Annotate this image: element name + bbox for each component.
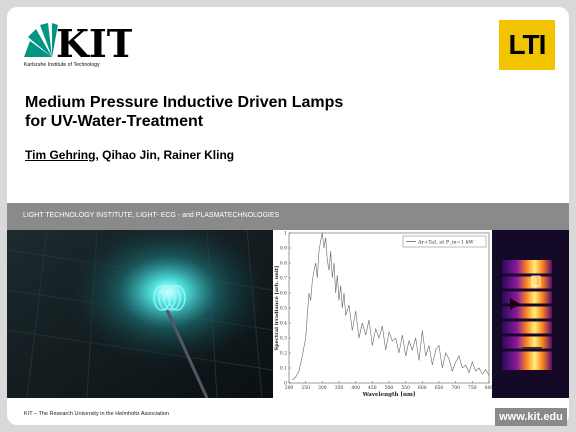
footer-url[interactable]: www.kit.edu xyxy=(495,408,567,426)
y-tick-label: 0.9 xyxy=(280,246,287,252)
y-tick-label: 0.8 xyxy=(280,261,287,267)
x-tick-label: 400 xyxy=(351,385,360,391)
x-tick-label: 700 xyxy=(451,385,460,391)
y-tick-label: 1 xyxy=(284,231,287,237)
y-tick-label: 0.2 xyxy=(280,351,287,357)
lti-logo-text: LTI xyxy=(508,29,547,60)
slide-title: Medium Pressure Inductive Driven Lamps f… xyxy=(25,93,405,131)
institute-band-text: LIGHT TECHNOLOGY INSTITUTE, LIGHT- ECG -… xyxy=(23,212,280,219)
lti-logo[interactable]: LTI xyxy=(499,20,555,70)
thermal-image xyxy=(492,230,569,398)
title-line-1: Medium Pressure Inductive Driven Lamps xyxy=(25,94,344,111)
x-tick-label: 250 xyxy=(301,385,310,391)
x-tick-label: 750 xyxy=(468,385,477,391)
y-tick-label: 0 xyxy=(284,381,287,387)
x-axis-label: Wavelength [nm] xyxy=(362,392,416,398)
kit-caption: Karlsruhe Institute of Technology xyxy=(24,62,100,68)
y-tick-label: 0.5 xyxy=(280,306,287,312)
kit-fan-icon xyxy=(24,23,58,57)
spectrum-plot: 0 0.1 0.2 0.3 0.4 0.5 0.6 0.7 0.8 0.9 1 200 250 300 3… xyxy=(273,230,493,399)
x-tick-label: 350 xyxy=(335,385,344,391)
co-authors: , Qihao Jin, Rainer Kling xyxy=(95,148,235,162)
x-tick-label: 650 xyxy=(435,385,444,391)
lamp-photo xyxy=(7,230,273,398)
y-axis-ticks: 0 0.1 0.2 0.3 0.4 0.5 0.6 0.7 0.8 0.9 1 xyxy=(280,231,291,387)
y-tick-label: 0.3 xyxy=(280,336,287,342)
title-line-2: for UV-Water-Treatment xyxy=(25,113,204,130)
slide-header-area xyxy=(7,7,569,203)
kit-logo-text: KIT xyxy=(56,21,132,66)
x-tick-label: 450 xyxy=(368,385,377,391)
presenting-author: Tim Gehring xyxy=(25,148,96,162)
x-tick-label: 300 xyxy=(318,385,327,391)
kit-logo[interactable]: KIT xyxy=(22,19,132,69)
x-tick-label: 500 xyxy=(385,385,394,391)
x-axis-ticks: 200 250 300 350 400 450 500 550 600 650 700 750 800 xyxy=(285,381,493,391)
series-lines xyxy=(292,232,490,381)
x-tick-label: 550 xyxy=(401,385,410,391)
y-tick-label: 0.1 xyxy=(280,366,287,372)
x-tick-label: 600 xyxy=(418,385,427,391)
y-tick-label: 0.4 xyxy=(280,321,287,327)
spectrum-chart: 0 0.1 0.2 0.3 0.4 0.5 0.6 0.7 0.8 0.9 1 200 250 300 3… xyxy=(274,231,493,399)
y-axis-label: Spectral irradiance [arb. unit] xyxy=(274,266,280,351)
x-tick-label: 200 xyxy=(285,385,294,391)
x-tick-label: 800 xyxy=(485,385,492,391)
slide-footer-area xyxy=(7,398,569,425)
legend-box xyxy=(402,235,487,248)
institute-band xyxy=(7,203,569,230)
legend-label: Ar+TaI, at P_in=1 kW xyxy=(417,240,475,246)
spectrum-series-line xyxy=(292,232,490,381)
y-tick-label: 0.7 xyxy=(280,276,287,282)
authors: Tim Gehring, Qihao Jin, Rainer Kling xyxy=(25,148,234,162)
footer-text: KIT – The Research University in the Hel… xyxy=(24,411,170,417)
y-tick-label: 0.6 xyxy=(280,291,287,297)
